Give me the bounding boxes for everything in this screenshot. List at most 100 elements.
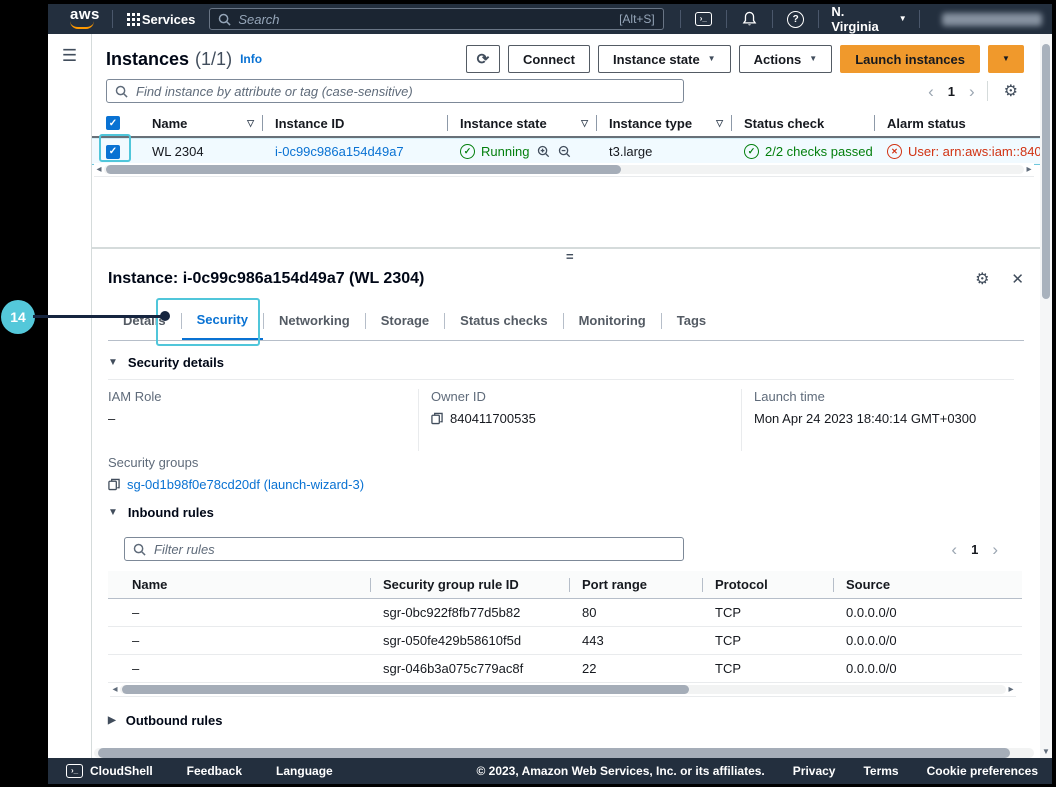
page-next-icon[interactable]: › — [968, 81, 975, 101]
column-header-name[interactable]: Name ▽ — [140, 116, 262, 131]
account-menu-redacted[interactable] — [941, 12, 1042, 26]
column-label: Protocol — [715, 577, 768, 592]
inbound-pagination: ‹ 1 › — [951, 541, 998, 558]
actions-dropdown[interactable]: Actions ▼ — [738, 45, 833, 73]
alarm-error-icon: ✕ — [887, 144, 902, 159]
scrollbar-thumb[interactable] — [98, 748, 1010, 758]
panel-settings-gear-icon[interactable]: ⚙ — [975, 271, 990, 288]
filter-rules-input[interactable]: Filter rules — [124, 537, 684, 561]
tab-details[interactable]: Details — [108, 301, 181, 340]
column-header-alarm-status[interactable]: Alarm status — [875, 116, 1040, 131]
footer-feedback-link[interactable]: Feedback — [187, 764, 242, 778]
scrollbar-track[interactable] — [104, 165, 1024, 174]
column-header-source[interactable]: Source — [834, 577, 1022, 592]
instance-id-link[interactable]: i-0c99c986a154d49a7 — [275, 144, 404, 159]
scroll-right-icon[interactable]: ▸ — [1026, 164, 1032, 175]
panel-close-icon[interactable]: ✕ — [1011, 271, 1024, 288]
launch-instances-button[interactable]: Launch instances — [840, 45, 980, 73]
outbound-rules-section-header[interactable]: ▶ Outbound rules — [108, 713, 1014, 737]
tab-storage[interactable]: Storage — [366, 301, 444, 340]
inbound-horizontal-scrollbar[interactable]: ◂ ▸ — [110, 683, 1016, 697]
divider — [731, 115, 732, 131]
check-icon: ✓ — [747, 146, 756, 156]
find-instance-input[interactable]: Find instance by attribute or tag (case-… — [106, 79, 684, 103]
chevron-down-icon: ▼ — [898, 14, 907, 23]
inbound-rules-table: Name Security group rule ID Port range P… — [108, 571, 1022, 683]
scroll-left-icon[interactable]: ◂ — [96, 164, 102, 175]
inbound-rule-row[interactable]: – sgr-0bc922f8fb77d5b82 80 TCP 0.0.0.0/0 — [108, 599, 1022, 627]
page-next-icon[interactable]: › — [992, 539, 998, 559]
column-header-protocol[interactable]: Protocol — [703, 577, 833, 592]
scrollbar-thumb[interactable] — [122, 685, 690, 694]
footer-terms-link[interactable]: Terms — [863, 764, 899, 778]
footer-language-link[interactable]: Language — [276, 764, 333, 778]
column-label: Alarm status — [887, 115, 966, 131]
instance-row[interactable]: ✓ WL 2304 i-0c99c986a154d49a7 ✓ Running — [92, 138, 1040, 165]
rule-port: 22 — [582, 661, 597, 676]
scroll-left-icon[interactable]: ◂ — [112, 684, 118, 695]
aws-logo[interactable]: aws — [70, 7, 100, 29]
scrollbar-thumb[interactable] — [106, 165, 622, 174]
column-header-instance-state[interactable]: Instance state ▽ — [448, 116, 596, 131]
zoom-in-icon[interactable] — [537, 145, 550, 158]
panel-horizontal-scrollbar[interactable] — [94, 748, 1034, 758]
scrollbar-track[interactable] — [120, 685, 1006, 694]
column-header-instance-type[interactable]: Instance type ▽ — [597, 116, 731, 131]
tab-networking[interactable]: Networking — [264, 301, 365, 340]
column-header-status-check[interactable]: Status check — [732, 116, 874, 131]
top-navigation-bar: aws Services Search [Alt+S] ›_ — [48, 4, 1052, 34]
launch-instances-split-dropdown[interactable]: ▼ — [988, 45, 1024, 73]
section-heading: Outbound rules — [125, 713, 223, 728]
services-menu[interactable]: Services — [125, 12, 195, 27]
inbound-rule-row[interactable]: – sgr-046b3a075c779ac8f 22 TCP 0.0.0.0/0 — [108, 655, 1022, 683]
tab-monitoring[interactable]: Monitoring — [564, 301, 661, 340]
tab-tags[interactable]: Tags — [662, 301, 721, 340]
column-header-name[interactable]: Name — [108, 577, 370, 592]
zoom-out-icon[interactable] — [558, 145, 571, 158]
footer-cookie-link[interactable]: Cookie preferences — [926, 764, 1038, 778]
scrollbar-thumb[interactable] — [1042, 44, 1050, 299]
notifications-button[interactable] — [739, 8, 760, 30]
refresh-button[interactable]: ⟳ — [465, 45, 500, 73]
column-header-rule-id[interactable]: Security group rule ID — [371, 577, 569, 592]
footer-cloudshell-button[interactable]: ›_ CloudShell — [66, 764, 153, 778]
security-details-section-header[interactable]: ▼ Security details — [108, 355, 1014, 380]
table-settings-gear-icon[interactable]: ⚙ — [1003, 83, 1018, 100]
security-groups-block: Security groups sg-0d1b98f0e78cd20df (la… — [108, 455, 364, 492]
tab-status-checks[interactable]: Status checks — [445, 301, 562, 340]
page-number[interactable]: 1 — [971, 541, 979, 557]
instance-state-dropdown[interactable]: Instance state ▼ — [597, 45, 731, 73]
connect-button[interactable]: Connect — [507, 45, 590, 73]
page-number[interactable]: 1 — [947, 83, 955, 99]
refresh-icon: ⟳ — [476, 51, 490, 68]
security-group-link[interactable]: sg-0d1b98f0e78cd20df (launch-wizard-3) — [127, 477, 365, 492]
column-header-port-range[interactable]: Port range — [570, 577, 702, 592]
info-link[interactable]: Info — [240, 52, 263, 66]
region-selector[interactable]: N. Virginia ▼ — [831, 4, 906, 34]
instances-horizontal-scrollbar[interactable]: ◂ ▸ — [94, 163, 1034, 177]
scroll-down-icon[interactable]: ▼ — [1042, 747, 1050, 756]
page-prev-icon[interactable]: ‹ — [928, 81, 934, 101]
tab-label: Status checks — [460, 313, 548, 328]
global-search-input[interactable]: Search [Alt+S] — [209, 8, 664, 30]
rule-source: 0.0.0.0/0 — [846, 661, 897, 676]
menu-hamburger-icon[interactable]: ☰ — [61, 46, 78, 65]
row-checkbox[interactable]: ✓ — [106, 144, 120, 159]
help-button[interactable]: ? — [785, 8, 806, 30]
scroll-right-icon[interactable]: ▸ — [1008, 684, 1014, 695]
inbound-rule-row[interactable]: – sgr-050fe429b58610f5d 443 TCP 0.0.0.0/… — [108, 627, 1022, 655]
footer-privacy-link[interactable]: Privacy — [792, 764, 836, 778]
copy-icon[interactable] — [108, 478, 120, 491]
main-vertical-scrollbar[interactable]: ▼ — [1040, 34, 1052, 758]
tab-security[interactable]: Security — [181, 301, 263, 340]
inbound-rules-section-header[interactable]: ▼ Inbound rules — [108, 505, 1014, 529]
copy-icon[interactable] — [431, 412, 443, 425]
cloudshell-button[interactable]: ›_ — [693, 8, 714, 30]
cloudshell-label: CloudShell — [90, 764, 153, 778]
divider — [562, 312, 564, 329]
search-icon — [219, 13, 231, 26]
column-header-instance-id[interactable]: Instance ID — [263, 116, 447, 131]
select-all-checkbox[interactable]: ✓ — [106, 116, 120, 130]
panel-drag-handle[interactable]: = — [566, 249, 574, 264]
page-prev-icon[interactable]: ‹ — [951, 539, 958, 559]
